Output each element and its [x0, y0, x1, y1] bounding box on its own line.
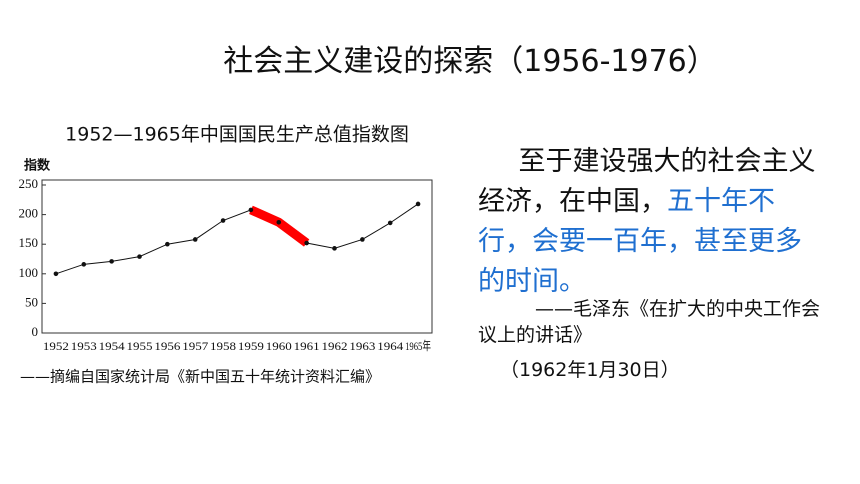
point [137, 254, 142, 259]
x-tick-label: 1953 [71, 339, 97, 353]
quote-text: 至于建设强大的社会主义经济，在中国， [478, 146, 816, 217]
x-tick-label: 1959 [238, 339, 264, 353]
x-tick-label: 1957 [182, 339, 208, 353]
y-tick-label: 100 [19, 265, 39, 280]
x-tick-label: 1956 [154, 339, 180, 353]
y-axis-label: 指数 [24, 158, 51, 174]
quote: 至于建设强大的社会主义经济，在中国，五十年不行，会要一百年，甚至更多的时间。 [478, 142, 823, 302]
point [165, 241, 170, 247]
point [220, 218, 226, 223]
x-tick-label: 1952 [43, 339, 69, 353]
y-tick-label: 250 [19, 176, 39, 191]
x-tick-label: 1965年 [405, 339, 431, 353]
x-tick-label: 1955 [127, 339, 153, 353]
x-tick-label: 1964 [377, 339, 403, 353]
point [304, 240, 309, 246]
chart: 1952—1965年中国国民生产总值指数图 指数 ——摘编自国家统计局《新中国五… [19, 124, 433, 386]
point [276, 219, 282, 225]
point [360, 237, 365, 242]
y-tick-label: 200 [19, 206, 39, 221]
point [415, 201, 421, 207]
source: ——摘编自国家统计局《新中国五十年统计资料汇编》 [20, 368, 380, 386]
attribution: ——毛泽东《在扩大的中央工作会议上的讲话》 [478, 298, 821, 346]
point [109, 259, 114, 264]
point [192, 237, 198, 242]
slide-title: 社会主义建设的探索（1956-1976） [223, 44, 717, 79]
point [53, 271, 59, 277]
plot-frame [41, 179, 433, 334]
chart-title: 1952—1965年中国国民生产总值指数图 [65, 124, 409, 146]
point [387, 220, 393, 226]
date: （1962年1月30日） [500, 359, 680, 381]
highlight [249, 205, 310, 247]
point [332, 246, 337, 251]
x-tick-label: 1958 [210, 339, 236, 353]
x-tick-label: 1963 [349, 339, 375, 353]
x-tick-label: 1960 [266, 339, 292, 353]
line [55, 203, 419, 275]
y-tick-label: 50 [25, 294, 38, 309]
y-tick-label: 0 [32, 324, 39, 339]
x-tick-label: 1961 [294, 339, 320, 353]
y-tick-label: 150 [19, 235, 39, 250]
x-tick-label: 1962 [322, 339, 348, 353]
quote-highlight: 五十年不行，会要一百年，甚至更多的时间。 [478, 186, 802, 297]
point [81, 262, 87, 267]
point [248, 207, 254, 213]
x-tick-label: 1954 [99, 339, 125, 353]
